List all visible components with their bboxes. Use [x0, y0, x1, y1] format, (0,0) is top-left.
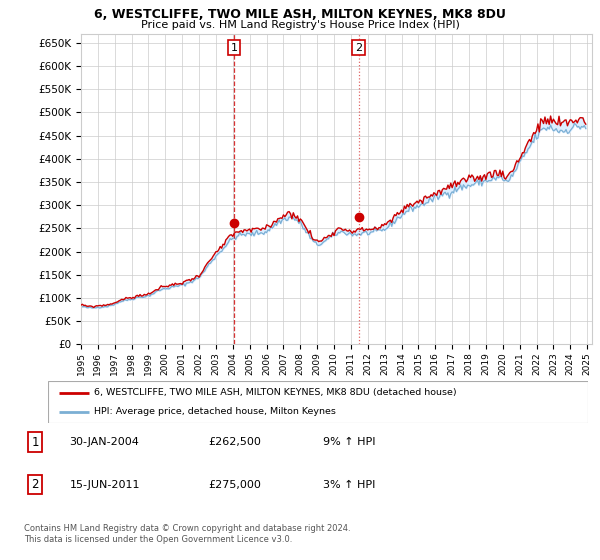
Text: 2: 2 [31, 478, 39, 491]
Text: Price paid vs. HM Land Registry's House Price Index (HPI): Price paid vs. HM Land Registry's House … [140, 20, 460, 30]
Text: 9% ↑ HPI: 9% ↑ HPI [323, 437, 376, 447]
Text: 3% ↑ HPI: 3% ↑ HPI [323, 479, 376, 489]
Text: 2: 2 [355, 43, 362, 53]
Text: HPI: Average price, detached house, Milton Keynes: HPI: Average price, detached house, Milt… [94, 407, 336, 417]
Text: £275,000: £275,000 [208, 479, 261, 489]
Text: 1: 1 [230, 43, 238, 53]
Text: Contains HM Land Registry data © Crown copyright and database right 2024.
This d: Contains HM Land Registry data © Crown c… [24, 524, 350, 544]
Text: 30-JAN-2004: 30-JAN-2004 [70, 437, 139, 447]
Text: 15-JUN-2011: 15-JUN-2011 [70, 479, 140, 489]
Text: 6, WESTCLIFFE, TWO MILE ASH, MILTON KEYNES, MK8 8DU: 6, WESTCLIFFE, TWO MILE ASH, MILTON KEYN… [94, 8, 506, 21]
FancyBboxPatch shape [48, 381, 588, 423]
Text: 1: 1 [31, 436, 39, 449]
Text: £262,500: £262,500 [208, 437, 261, 447]
Text: 6, WESTCLIFFE, TWO MILE ASH, MILTON KEYNES, MK8 8DU (detached house): 6, WESTCLIFFE, TWO MILE ASH, MILTON KEYN… [94, 388, 457, 397]
